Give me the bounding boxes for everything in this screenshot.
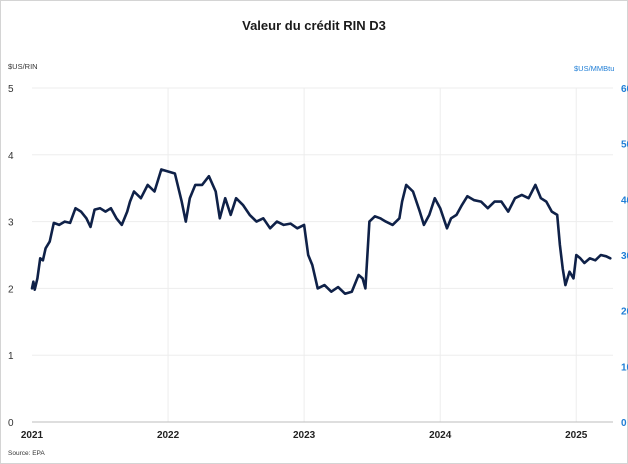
series-line (30, 168, 612, 296)
x-tick-label: 2023 (293, 430, 316, 441)
x-tick-label: 2024 (429, 430, 452, 441)
y-right-tick-label: 30 (621, 251, 628, 262)
y-left-tick-label: 0 (8, 418, 14, 429)
y-right-tick-label: 0 (621, 418, 627, 429)
chart-title: Valeur du crédit RIN D3 (242, 18, 386, 33)
y-left-tick-label: 2 (8, 284, 14, 295)
y-left-tick-label: 4 (8, 151, 14, 162)
y-left-tick-label: 3 (8, 218, 14, 229)
left-axis-unit: $US/RIN (8, 62, 38, 71)
y-right-tick-label: 60 (621, 84, 628, 95)
y-left-tick-label: 1 (8, 351, 14, 362)
x-tick-label: 2022 (157, 430, 180, 441)
y-right-tick-label: 50 (621, 140, 628, 151)
x-tick-label: 2021 (21, 430, 44, 441)
y-right-tick-label: 20 (621, 307, 628, 318)
y-left-tick-label: 5 (8, 84, 14, 95)
y-right-tick-label: 40 (621, 195, 628, 206)
source-note: Source: EPA (8, 450, 45, 457)
x-tick-label: 2025 (565, 430, 588, 441)
right-axis-unit: $US/MMBtu (574, 64, 615, 73)
y-right-tick-label: 10 (621, 362, 628, 373)
